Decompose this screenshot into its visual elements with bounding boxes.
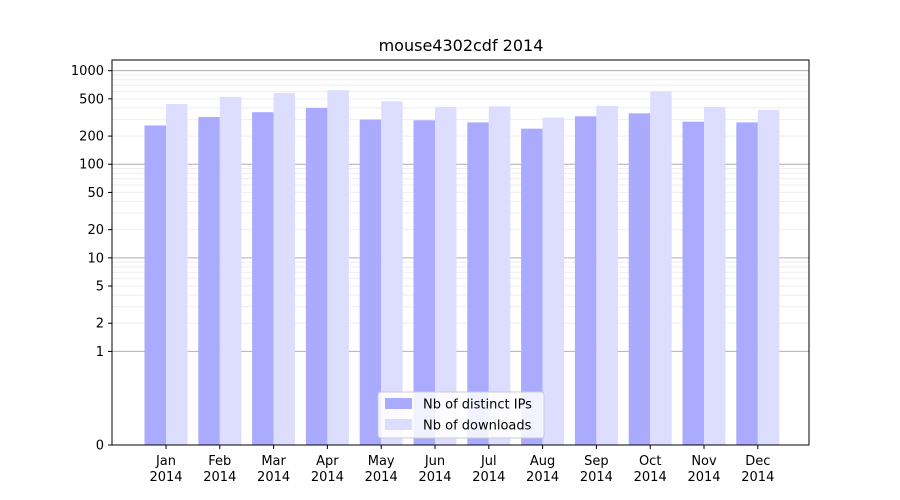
- legend-label: Nb of downloads: [423, 419, 532, 434]
- bars-layer: [144, 90, 780, 446]
- bar-distinct-ips: [682, 121, 704, 446]
- bar-downloads: [435, 106, 457, 445]
- bar-downloads: [219, 96, 242, 445]
- bar-distinct-ips: [305, 107, 328, 446]
- x-tick-label: Nov 2014: [687, 454, 720, 485]
- chart-title: mouse4302cdf 2014: [379, 36, 544, 55]
- axes-frame: [111, 59, 810, 446]
- x-tick-label: Jul 2014: [472, 454, 505, 485]
- x-tick-label: Feb 2014: [203, 454, 236, 485]
- y-tick-label: 500: [79, 92, 104, 107]
- bar-distinct-ips: [574, 116, 597, 445]
- legend-swatch: [385, 419, 412, 430]
- bar-downloads: [650, 91, 672, 445]
- bar-distinct-ips: [252, 112, 274, 445]
- bar-downloads: [273, 92, 296, 446]
- bar-distinct-ips: [359, 119, 382, 446]
- x-tick-label: Oct 2014: [634, 454, 667, 485]
- y-tick-label: 200: [79, 130, 104, 145]
- bar-distinct-ips: [521, 128, 543, 445]
- x-axis: Jan 2014 Feb 2014 Mar 2014 Apr 2014 May 2014 Jun 20…: [149, 445, 774, 485]
- bar-distinct-ips: [628, 113, 651, 446]
- y-tick-label: 50: [87, 186, 104, 201]
- legend-label: Nb of distinct IPs: [423, 398, 532, 413]
- bar-distinct-ips: [144, 125, 166, 445]
- x-tick-label: May 2014: [365, 454, 398, 485]
- bar-downloads: [542, 117, 565, 445]
- y-tick-label: 10: [87, 251, 104, 266]
- x-tick-label: Jun 2014: [418, 454, 451, 485]
- y-tick-label: 100: [79, 158, 104, 173]
- bar-downloads: [596, 105, 618, 445]
- bar-distinct-ips: [413, 120, 435, 445]
- x-tick-label: Jan 2014: [149, 454, 182, 485]
- y-tick-label: 1000: [71, 64, 104, 79]
- bar-distinct-ips: [467, 122, 489, 445]
- y-tick-label: 5: [96, 280, 104, 295]
- x-tick-label: Aug 2014: [526, 454, 559, 485]
- x-tick-label: Sep 2014: [580, 454, 613, 485]
- bar-distinct-ips: [736, 122, 758, 445]
- legend: Nb of distinct IPs Nb of downloads: [377, 391, 545, 439]
- x-tick-label: Apr 2014: [311, 454, 344, 485]
- x-tick-label: Mar 2014: [257, 454, 290, 485]
- x-tick-label: Dec 2014: [741, 454, 774, 485]
- legend-box: [377, 391, 545, 439]
- legend-swatch: [385, 398, 412, 409]
- bar-downloads: [488, 106, 511, 445]
- y-axis: 0 1 2 5 10 20 50 100 200 500 1000: [71, 64, 112, 454]
- bar-downloads: [166, 104, 188, 445]
- bar-downloads: [757, 109, 780, 446]
- y-tick-label: 2: [96, 317, 104, 332]
- bar-distinct-ips: [198, 116, 220, 446]
- y-tick-label: 0: [96, 439, 104, 454]
- y-tick-label: 1: [96, 345, 104, 360]
- bar-downloads: [704, 106, 726, 445]
- bar-downloads: [381, 101, 403, 446]
- y-tick-label: 20: [87, 223, 104, 238]
- bar-downloads: [327, 90, 349, 445]
